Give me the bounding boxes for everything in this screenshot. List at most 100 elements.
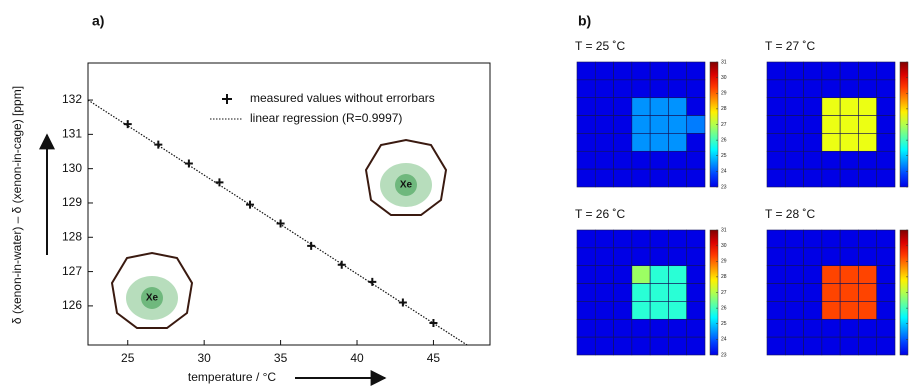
legend-marker: [222, 94, 232, 104]
heatmap-cell: [858, 133, 876, 151]
colorbar-tick-label: 23: [721, 184, 727, 190]
heatmap-cell: [632, 169, 650, 187]
heatmap-cell: [804, 133, 822, 151]
heatmap-cell: [785, 151, 803, 169]
heatmap-cell: [877, 301, 895, 319]
heatmap-cell: [595, 284, 613, 302]
x-axis-label: temperature / °C: [188, 370, 277, 384]
panel-label: a): [92, 13, 104, 29]
heatmap-cell: [650, 151, 668, 169]
heatmap-cell: [767, 116, 785, 134]
heatmap-cell: [785, 133, 803, 151]
heatmap-cell: [804, 284, 822, 302]
heatmap-cell: [632, 319, 650, 337]
colorbar-tick-label: 27: [721, 122, 727, 128]
heatmap-cell: [785, 80, 803, 98]
heatmap-cell: [614, 284, 632, 302]
heatmap-cell: [632, 151, 650, 169]
heatmap-cell: [595, 230, 613, 248]
heatmap-cell: [785, 98, 803, 116]
heatmap-cell: [822, 80, 840, 98]
heatmap-cell: [840, 151, 858, 169]
colorbar-tick-label: 26: [721, 305, 727, 311]
heatmap-cell: [595, 116, 613, 134]
colorbar-tick-label: 23: [721, 352, 727, 358]
heatmap-cell: [822, 133, 840, 151]
heatmap-cell: [877, 151, 895, 169]
heatmap-cell: [668, 319, 686, 337]
heatmap-cell: [687, 337, 705, 355]
heatmap-cell: [650, 230, 668, 248]
heatmap-cell: [687, 266, 705, 284]
heatmap-cell: [840, 248, 858, 266]
heatmap-cell: [804, 301, 822, 319]
heatmap-cell: [767, 266, 785, 284]
heatmap-cell: [650, 169, 668, 187]
heatmap-cell: [785, 319, 803, 337]
heatmap-cell: [668, 337, 686, 355]
heatmap-cell: [577, 133, 595, 151]
colorbar-tick-label: 29: [721, 259, 727, 265]
heatmap-cell: [822, 337, 840, 355]
heatmap-cell: [632, 266, 650, 284]
heatmap-cell: [595, 337, 613, 355]
heatmap-cell: [595, 62, 613, 80]
y-axis-label: δ (xenon-in-water) – δ (xenon-in-cage) […: [10, 86, 24, 324]
x-tick-label: 40: [350, 351, 364, 365]
heatmap-cell: [577, 266, 595, 284]
heatmap-cell: [650, 301, 668, 319]
heatmap-cell: [687, 62, 705, 80]
colorbar-tick-label: 25: [721, 321, 727, 327]
heatmap-cell: [577, 301, 595, 319]
heatmap-cell: [687, 80, 705, 98]
heatmap-cell: [822, 319, 840, 337]
heatmap-cell: [858, 337, 876, 355]
x-tick-label: 45: [427, 351, 441, 365]
heatmap-cell: [840, 266, 858, 284]
heatmap-cell: [650, 62, 668, 80]
heatmap-cell: [650, 80, 668, 98]
heatmap-cell: [822, 248, 840, 266]
colorbar-tick-label: 26: [721, 137, 727, 143]
heatmap-cell: [595, 133, 613, 151]
heatmap-cell: [614, 169, 632, 187]
heatmap-cell: [767, 301, 785, 319]
heatmap-cell: [668, 98, 686, 116]
heatmap-cell: [687, 248, 705, 266]
heatmap-cell: [632, 98, 650, 116]
y-tick-label: 126: [62, 298, 82, 312]
heatmap-cell: [632, 284, 650, 302]
heatmap-cell: [577, 230, 595, 248]
heatmap-cell: [804, 337, 822, 355]
heatmap-cell: [858, 169, 876, 187]
heatmap-cell: [767, 169, 785, 187]
heatmap-cell: [804, 266, 822, 284]
heatmap-cell: [632, 133, 650, 151]
heatmap-cell: [687, 230, 705, 248]
heatmap-cell: [840, 133, 858, 151]
heatmap-cell: [614, 151, 632, 169]
y-tick-label: 131: [62, 127, 82, 141]
colorbar-tick-label: 29: [721, 91, 727, 97]
heatmap-cell: [840, 80, 858, 98]
heatmap-cell: [577, 337, 595, 355]
heatmap-cell: [767, 62, 785, 80]
heatmap-cell: [840, 116, 858, 134]
heatmap-cell: [614, 266, 632, 284]
colorbar-tick-label: 28: [721, 106, 727, 112]
data-point: [338, 261, 346, 269]
heatmap-cell: [858, 151, 876, 169]
x-tick-label: 35: [274, 351, 288, 365]
heatmap-cell: [650, 116, 668, 134]
heatmap-cell: [840, 337, 858, 355]
heatmap-cell: [822, 62, 840, 80]
heatmap-cell: [767, 151, 785, 169]
heatmap-title: T = 26 ˚C: [575, 207, 625, 221]
heatmap-cell: [767, 133, 785, 151]
heatmap-cell: [668, 133, 686, 151]
heatmap-cell: [785, 62, 803, 80]
heatmap-cell: [877, 230, 895, 248]
y-tick-label: 130: [62, 161, 82, 175]
heatmap-cell: [877, 98, 895, 116]
heatmap-cell: [785, 266, 803, 284]
